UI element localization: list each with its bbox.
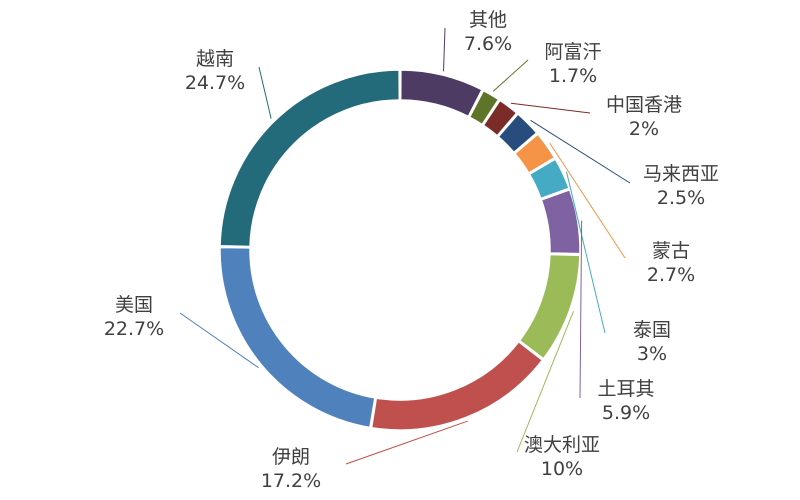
leader-line-4 — [549, 142, 626, 259]
leader-line-7 — [516, 311, 574, 453]
leader-line-1 — [492, 59, 529, 92]
slice-9 — [219, 246, 376, 429]
slice-name-label-1: 阿富汗 — [544, 41, 601, 63]
leader-line-0 — [443, 27, 446, 72]
slice-value-label-9: 22.7% — [104, 318, 164, 340]
leader-line-10 — [258, 66, 272, 119]
leader-line-8 — [345, 420, 468, 465]
slice-4 — [513, 133, 556, 175]
slice-value-label-10: 24.7% — [185, 72, 245, 94]
slice-10 — [219, 69, 401, 248]
slices-group — [219, 69, 581, 431]
slice-2 — [482, 99, 518, 137]
slice-6 — [540, 188, 581, 255]
leader-line-5 — [566, 171, 606, 334]
slice-name-label-4: 蒙古 — [652, 240, 690, 262]
slice-name-label-3: 马来西亚 — [643, 163, 719, 185]
slice-5 — [528, 158, 571, 200]
slice-8 — [370, 340, 544, 431]
leader-line-3 — [530, 119, 631, 184]
slice-1 — [468, 89, 500, 126]
slice-value-label-3: 2.5% — [657, 187, 705, 209]
slice-value-label-4: 2.7% — [647, 264, 695, 286]
slice-value-label-5: 3% — [637, 343, 667, 365]
slice-value-label-7: 10% — [541, 458, 583, 480]
slice-name-label-8: 伊朗 — [272, 446, 310, 468]
slice-7 — [518, 253, 581, 360]
slice-name-label-0: 其他 — [469, 9, 507, 31]
slice-value-label-6: 5.9% — [602, 402, 650, 424]
leader-line-9 — [179, 312, 259, 369]
slice-name-label-6: 土耳其 — [597, 378, 654, 400]
slice-value-label-2: 2% — [629, 118, 659, 140]
leader-line-2 — [510, 102, 591, 114]
leader-lines-group — [179, 27, 631, 465]
slice-name-label-7: 澳大利亚 — [524, 434, 600, 456]
slice-name-label-2: 中国香港 — [606, 94, 682, 116]
slice-0 — [399, 69, 483, 118]
slice-name-label-10: 越南 — [196, 48, 234, 70]
slice-name-label-5: 泰国 — [633, 319, 671, 341]
slice-name-label-9: 美国 — [115, 294, 153, 316]
slice-value-label-1: 1.7% — [549, 65, 597, 87]
slice-3 — [497, 113, 538, 154]
slice-value-label-8: 17.2% — [261, 470, 321, 492]
slice-value-label-0: 7.6% — [464, 33, 512, 55]
leader-line-6 — [579, 220, 583, 399]
